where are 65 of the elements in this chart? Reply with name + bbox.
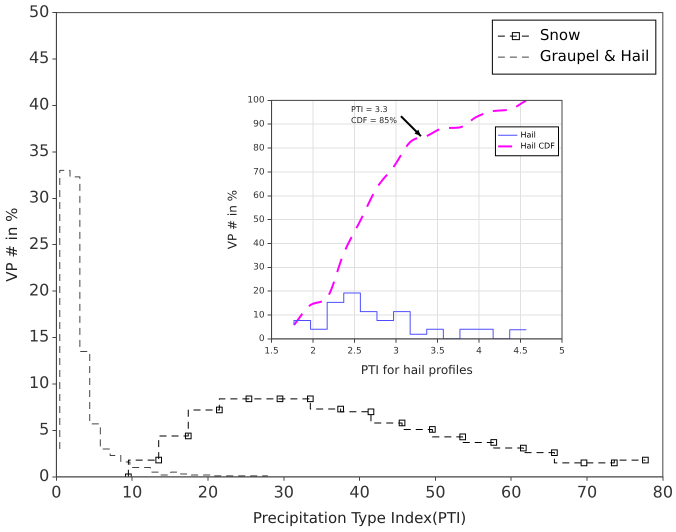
y-tick-label: 10 bbox=[29, 373, 50, 392]
y-tick-label: 20 bbox=[29, 280, 50, 300]
x-tick-label: 80 bbox=[652, 482, 673, 502]
x-tick-label: 60 bbox=[501, 482, 522, 502]
point bbox=[490, 439, 498, 446]
point bbox=[155, 456, 162, 464]
y-tick-label: 0 bbox=[39, 466, 50, 485]
legend-label: Hail CDF bbox=[520, 141, 556, 150]
point bbox=[398, 420, 406, 426]
point bbox=[184, 432, 192, 440]
y-tick-label: 10 bbox=[253, 310, 265, 320]
x-tick-label: 40 bbox=[349, 482, 370, 502]
x-tick-label: 2 bbox=[310, 346, 316, 357]
point bbox=[337, 406, 344, 412]
y-tick-label: 15 bbox=[29, 326, 50, 346]
y-tick-label: 90 bbox=[253, 120, 265, 130]
legend-label: Snow bbox=[540, 26, 580, 44]
point bbox=[580, 460, 588, 466]
point bbox=[520, 444, 527, 452]
y-tick-label: 50 bbox=[253, 214, 265, 225]
x-tick-label: 50 bbox=[425, 482, 446, 502]
x-axis-title: Precipitation Type Index(PTI) bbox=[252, 508, 466, 527]
point bbox=[610, 460, 618, 466]
x-tick-label: 30 bbox=[274, 482, 294, 502]
y-tick-label: 30 bbox=[29, 187, 50, 206]
point bbox=[306, 395, 314, 402]
x-tick-label: 70 bbox=[576, 482, 598, 502]
point bbox=[642, 456, 649, 464]
y-tick-label: 20 bbox=[253, 286, 265, 296]
point bbox=[216, 406, 223, 414]
point bbox=[246, 395, 252, 402]
point bbox=[276, 395, 284, 402]
y-tick-label: 100 bbox=[247, 96, 265, 106]
x-tick-label: 5 bbox=[559, 346, 565, 357]
point bbox=[459, 434, 466, 440]
annotation: PTI = 3.3 CDF = 85% bbox=[351, 105, 398, 126]
x-tick-label: 1.5 bbox=[264, 346, 279, 357]
point bbox=[368, 408, 374, 416]
x-tick-label: 2.5 bbox=[347, 346, 362, 357]
x-tick-label: 4.5 bbox=[513, 346, 528, 357]
x-tick-label: 4 bbox=[476, 346, 482, 357]
y-tick-label: 60 bbox=[253, 191, 265, 202]
x-tick-label: 20 bbox=[198, 482, 218, 502]
y-axis-title: VP # in % bbox=[225, 190, 240, 250]
y-tick-label: 80 bbox=[253, 143, 265, 154]
y-axis-title: VP # in % bbox=[2, 208, 21, 282]
y-tick-label: 40 bbox=[29, 94, 50, 114]
y-tick-label: 30 bbox=[253, 262, 265, 273]
x-tick-label: 3.5 bbox=[430, 346, 445, 357]
y-tick-label: 0 bbox=[258, 334, 265, 344]
legend-label: Graupel & Hail bbox=[540, 46, 650, 65]
y-tick-label: 40 bbox=[253, 238, 265, 249]
y-tick-label: 50 bbox=[29, 2, 50, 21]
x-axis-title: PTI for hail profiles bbox=[360, 362, 473, 377]
x-tick-label: 3 bbox=[393, 346, 399, 357]
y-tick-label: 5 bbox=[39, 420, 50, 439]
legend-label: Hail bbox=[520, 130, 536, 140]
y-tick-label: 25 bbox=[29, 234, 50, 253]
y-tick-label: 70 bbox=[253, 167, 265, 178]
y-tick-label: 35 bbox=[29, 141, 50, 160]
point bbox=[551, 449, 558, 456]
point bbox=[429, 426, 436, 433]
x-tick-label: 0 bbox=[51, 482, 62, 502]
x-tick-label: 10 bbox=[122, 482, 142, 502]
y-tick-label: 45 bbox=[29, 48, 50, 68]
